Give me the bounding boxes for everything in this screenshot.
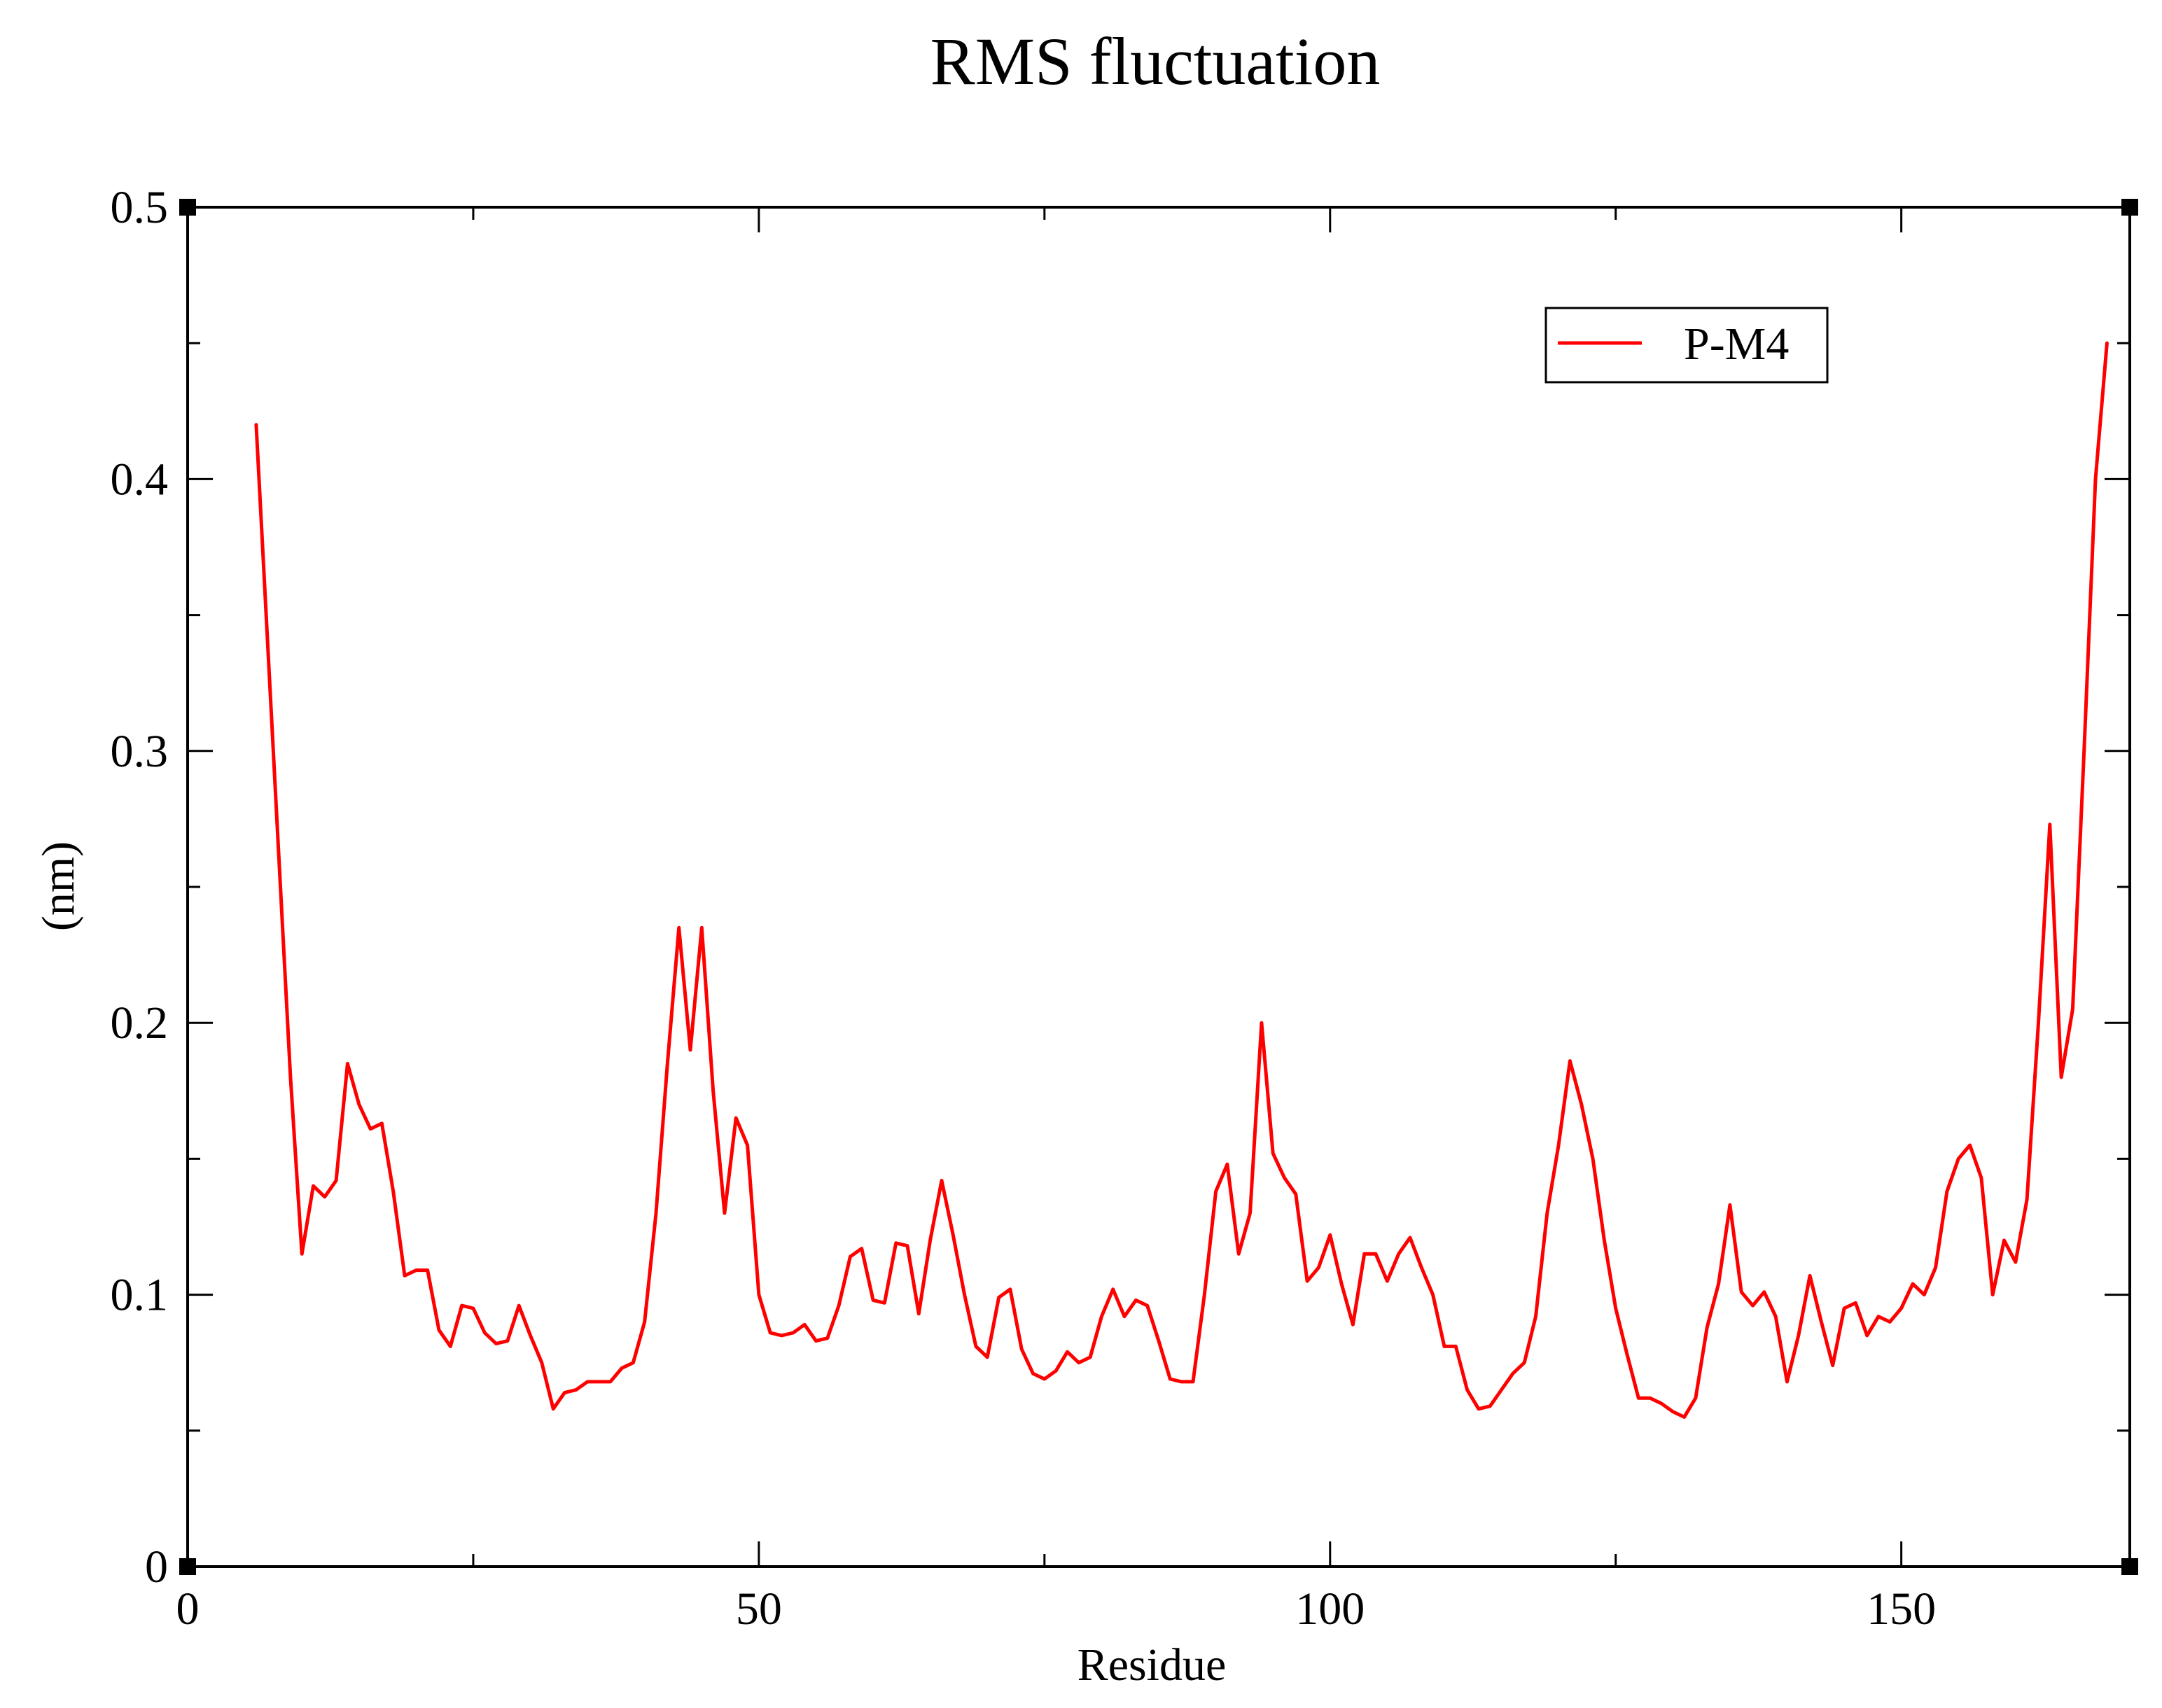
- x-tick-label: 0: [176, 1583, 200, 1634]
- chart-title: RMS fluctuation: [930, 24, 1381, 99]
- x-axis-ticks: 0 50 100 150: [176, 207, 1936, 1634]
- x-tick-label: 50: [736, 1583, 782, 1634]
- y-tick-label: 0.1: [111, 1270, 169, 1321]
- frame-corner-handle-top-right[interactable]: [2121, 199, 2138, 216]
- frame-corner-handle-bottom-right[interactable]: [2121, 1558, 2138, 1575]
- legend: P-M4: [1544, 307, 1829, 384]
- y-axis-label: (nm): [33, 841, 84, 931]
- y-tick-label: 0.3: [111, 726, 169, 777]
- series-layer: [254, 341, 2109, 1419]
- y-axis-ticks: 0 0.1 0.2 0.3 0.4 0.5: [111, 182, 2130, 1592]
- plot-frame: [186, 206, 2131, 1568]
- legend-label-p-m4: P-M4: [1684, 318, 1789, 370]
- frame-corner-handle-bottom-left[interactable]: [179, 1558, 196, 1575]
- y-tick-label: 0.5: [111, 182, 169, 233]
- x-tick-label: 100: [1295, 1583, 1365, 1634]
- x-tick-label: 150: [1867, 1583, 1936, 1634]
- y-tick-label: 0.2: [111, 997, 169, 1049]
- frame-corner-handle-top-left[interactable]: [179, 199, 196, 216]
- legend-box: [1544, 307, 1829, 384]
- y-tick-label: 0.4: [111, 454, 169, 505]
- series-line-p-m4: [254, 341, 2109, 1419]
- y-tick-label: 0: [145, 1541, 168, 1592]
- x-axis-label: Residue: [1077, 1639, 1227, 1690]
- plot-area: [254, 341, 2109, 1419]
